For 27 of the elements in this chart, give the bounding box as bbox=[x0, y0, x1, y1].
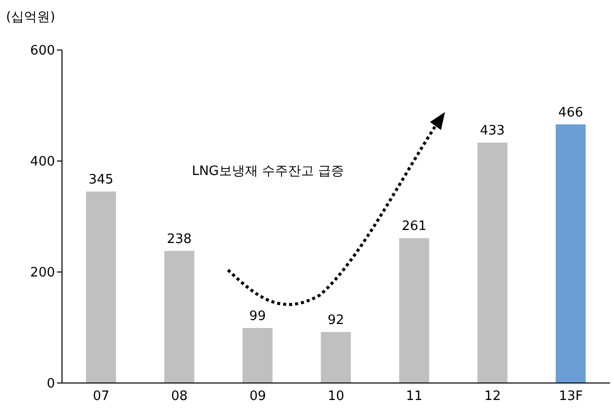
x-tick-label: 07 bbox=[92, 389, 110, 404]
data-label: 345 bbox=[88, 172, 114, 188]
y-tick-label: 400 bbox=[30, 154, 55, 170]
bar bbox=[242, 328, 273, 383]
x-tick-label: 12 bbox=[484, 389, 501, 404]
data-label: 99 bbox=[249, 309, 266, 324]
annotation: LNG보냉재 수주잔고 급증 bbox=[192, 164, 344, 179]
data-label: 238 bbox=[166, 232, 192, 247]
x-tick-label: 08 bbox=[171, 389, 188, 404]
bar bbox=[399, 238, 430, 383]
data-label: 261 bbox=[402, 219, 427, 234]
bar bbox=[164, 250, 194, 383]
y-axis-title: (십억원) bbox=[6, 9, 56, 26]
data-label: 466 bbox=[558, 105, 584, 120]
y-tick-label: 600 bbox=[30, 44, 55, 59]
x-tick-label: 13F bbox=[558, 389, 583, 404]
x-tick-label: 11 bbox=[406, 389, 423, 404]
bar bbox=[86, 192, 116, 383]
bar bbox=[556, 124, 586, 383]
x-tick-label: 09 bbox=[249, 389, 266, 404]
y-tick-label: 200 bbox=[30, 266, 55, 281]
data-label: 433 bbox=[480, 124, 505, 139]
x-tick-label: 10 bbox=[328, 389, 344, 404]
bar bbox=[477, 142, 508, 383]
y-tick-label: 0 bbox=[46, 376, 55, 392]
bar bbox=[320, 332, 351, 383]
data-label: 92 bbox=[328, 312, 344, 328]
